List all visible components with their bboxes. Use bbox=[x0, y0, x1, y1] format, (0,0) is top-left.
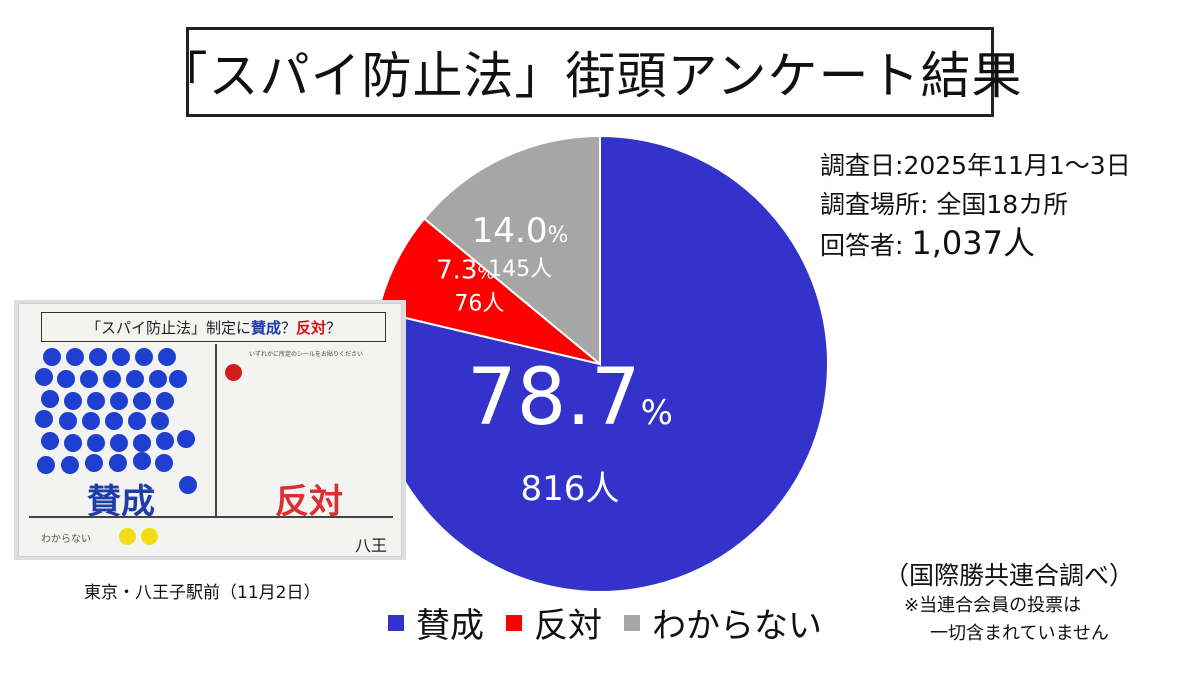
survey-date-label: 調査日 bbox=[820, 151, 896, 180]
legend-label-yes: 賛成 bbox=[416, 606, 484, 646]
sticker-blue bbox=[126, 370, 144, 388]
sticker-blue bbox=[87, 434, 105, 452]
board-place-sign: 八王子 bbox=[355, 536, 388, 555]
legend-item-yes: 賛成 bbox=[388, 598, 484, 647]
sticker-blue bbox=[155, 454, 173, 472]
sticker-blue bbox=[57, 370, 75, 388]
sticker-blue bbox=[158, 348, 176, 366]
sticker-blue bbox=[87, 392, 105, 410]
board-title-q2: ？ bbox=[326, 318, 342, 337]
sticker-blue bbox=[128, 412, 146, 430]
sticker-blue bbox=[133, 434, 151, 452]
board-dk-label: わからない bbox=[41, 534, 91, 545]
sticker-blue bbox=[35, 368, 53, 386]
sticker-blue bbox=[179, 476, 197, 494]
board-paper: 「スパイ防止法」制定に 賛成？反対？ いずれかに所定のシールをお貼りください 賛成… bbox=[18, 303, 402, 557]
board-divider-vertical bbox=[215, 344, 217, 518]
board-yes-label: 賛成 bbox=[87, 482, 155, 522]
pie-percent-label-dk: 14.0% bbox=[472, 211, 569, 251]
sticker-blue bbox=[80, 370, 98, 388]
survey-respondents-label: 回答者 bbox=[820, 231, 896, 260]
board-title-prefix: 「スパイ防止法」制定に bbox=[85, 318, 251, 337]
board-photo: 「スパイ防止法」制定に 賛成？反対？ いずれかに所定のシールをお貼りください 賛成… bbox=[14, 300, 406, 560]
sticker-blue bbox=[41, 432, 59, 450]
pie-count-label-yes: 816人 bbox=[521, 469, 620, 509]
survey-respondents-row: 回答者: 1,037人 bbox=[820, 224, 1036, 262]
disclaimer-line-1: ※当連合会員の投票は bbox=[904, 595, 1082, 616]
survey-date-value: 2025年11月1〜3日 bbox=[903, 151, 1131, 180]
sticker-blue bbox=[112, 348, 130, 366]
board-title-no: 反対 bbox=[296, 318, 327, 337]
legend-swatch-dk bbox=[624, 614, 640, 631]
survey-respondents-value: 1,037 bbox=[911, 224, 1003, 262]
board-note: いずれかに所定のシールをお貼りください bbox=[249, 351, 364, 358]
sticker-yellow bbox=[141, 528, 158, 545]
disclaimer: ※当連合会員の投票は 一切含まれていません bbox=[904, 592, 1109, 648]
pie-percent-label-yes: 78.7% bbox=[467, 353, 673, 443]
survey-date-row: 調査日:2025年11月1〜3日 bbox=[820, 151, 1131, 180]
board-divider-horizontal bbox=[29, 516, 393, 518]
chart-title: 「スパイ防止法」街頭アンケート結果 bbox=[158, 27, 1022, 117]
pie-count-label-dk: 145人 bbox=[488, 257, 552, 282]
sticker-blue bbox=[103, 370, 121, 388]
survey-location-label: 調査場所 bbox=[820, 190, 921, 219]
legend-item-no: 反対 bbox=[506, 598, 602, 647]
survey-location-row: 調査場所: 全国18カ所 bbox=[820, 190, 1069, 219]
survey-location-value: 全国18カ所 bbox=[936, 190, 1069, 219]
legend-item-dk: わからない bbox=[624, 598, 822, 647]
sticker-blue bbox=[156, 432, 174, 450]
sticker-blue bbox=[64, 392, 82, 410]
board-title: 「スパイ防止法」制定に 賛成？反対？ bbox=[41, 312, 386, 342]
sticker-blue bbox=[66, 348, 84, 366]
sticker-blue bbox=[135, 348, 153, 366]
legend-label-dk: わからない bbox=[652, 606, 822, 646]
sticker-blue bbox=[169, 370, 187, 388]
sticker-blue bbox=[82, 412, 100, 430]
sticker-red bbox=[225, 364, 242, 381]
sticker-blue bbox=[151, 412, 169, 430]
photo-caption: 東京・八王子駅前（11月2日） bbox=[84, 583, 321, 603]
sticker-blue bbox=[149, 370, 167, 388]
sticker-yellow bbox=[119, 528, 136, 545]
disclaimer-line-2: 一切含まれていません bbox=[930, 623, 1109, 644]
sticker-blue bbox=[110, 392, 128, 410]
sticker-blue bbox=[37, 456, 55, 474]
survey-respondents-unit: 人 bbox=[1003, 224, 1036, 262]
sticker-blue bbox=[105, 412, 123, 430]
sticker-blue bbox=[85, 454, 103, 472]
sticker-blue bbox=[109, 454, 127, 472]
board-title-q1: ？ bbox=[280, 318, 296, 337]
legend-label-no: 反対 bbox=[534, 606, 602, 646]
chart-legend: 賛成 反対 わからない bbox=[388, 598, 844, 647]
sticker-blue bbox=[110, 434, 128, 452]
legend-swatch-yes bbox=[388, 614, 404, 631]
pie-slice-dk bbox=[422, 134, 601, 367]
sticker-blue bbox=[156, 392, 174, 410]
sticker-blue bbox=[59, 412, 77, 430]
sticker-blue bbox=[43, 348, 61, 366]
source-note: （国際勝共連合調べ） bbox=[884, 561, 1135, 590]
board-title-yes: 賛成 bbox=[250, 318, 281, 337]
survey-info: 調査日:2025年11月1〜3日 調査場所: 全国18カ所 回答者: 1,037… bbox=[820, 146, 1131, 265]
sticker-blue bbox=[133, 452, 151, 470]
sticker-blue bbox=[35, 410, 53, 428]
sticker-blue bbox=[61, 456, 79, 474]
sticker-blue bbox=[64, 434, 82, 452]
sticker-blue bbox=[177, 430, 195, 448]
sticker-blue bbox=[133, 392, 151, 410]
sticker-blue bbox=[41, 390, 59, 408]
pie-count-label-no: 76人 bbox=[454, 291, 504, 316]
board-no-label: 反対 bbox=[275, 482, 343, 522]
sticker-blue bbox=[89, 348, 107, 366]
legend-swatch-no bbox=[506, 614, 522, 631]
